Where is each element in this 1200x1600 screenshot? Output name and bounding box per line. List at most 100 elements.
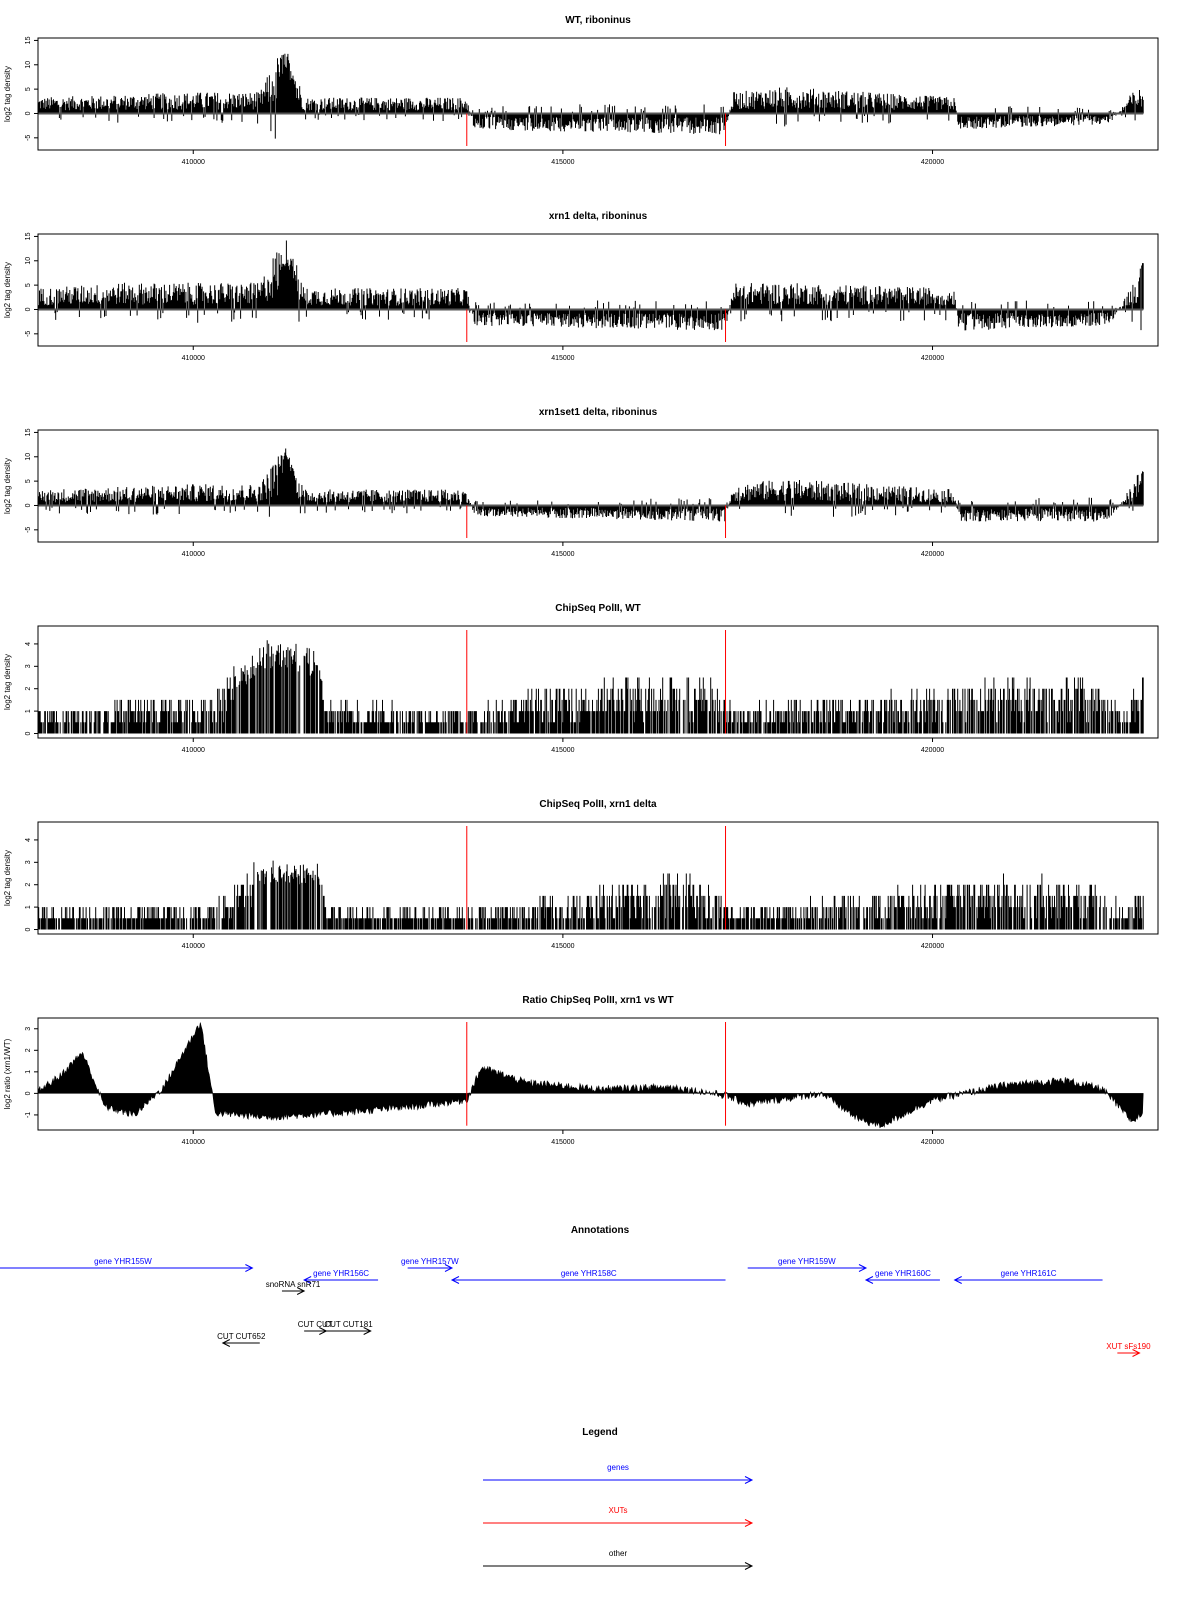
feature-arrow-1: gene YHR155W bbox=[0, 1257, 254, 1272]
data-marks bbox=[37, 640, 1144, 734]
signal-bars bbox=[37, 448, 1144, 522]
feature-label: gene YHR159W bbox=[778, 1257, 836, 1266]
y-axis-label: log2 ratio (xrn1/WT) bbox=[3, 1038, 12, 1109]
plot-frame bbox=[37, 625, 1159, 739]
y-tick-label: 1 bbox=[25, 905, 32, 909]
panel-title: xrn1 delta, riboninus bbox=[549, 211, 648, 222]
ratio-area bbox=[37, 1022, 1144, 1129]
panel-title: Ratio ChipSeq PolII, xrn1 vs WT bbox=[522, 995, 673, 1006]
y-tick-label: 3 bbox=[25, 860, 32, 864]
y-tick-label: 3 bbox=[25, 664, 32, 668]
feature-arrow-8: gene YHR161C bbox=[953, 1269, 1103, 1284]
data-marks bbox=[37, 860, 1144, 930]
x-tick-label: 410000 bbox=[182, 551, 205, 558]
panel-5: ChipSeq PolII, xrn1 delta log2 tag densit… bbox=[3, 799, 1159, 950]
feature-label: CUT CUT181 bbox=[324, 1320, 373, 1329]
y-tick-label: 2 bbox=[25, 1048, 32, 1052]
legend-entry-genes: genes bbox=[483, 1463, 754, 1484]
y-tick-label: 0 bbox=[25, 927, 32, 931]
y-tick-label: 5 bbox=[25, 479, 32, 483]
signal-bars bbox=[37, 860, 1144, 930]
x-tick-label: 415000 bbox=[551, 159, 574, 166]
y-tick-label: -5 bbox=[25, 331, 32, 337]
y-tick-label: 0 bbox=[25, 731, 32, 735]
feature-label: CUT CUT652 bbox=[217, 1332, 266, 1341]
x-tick-label: 420000 bbox=[921, 551, 944, 558]
y-tick-label: 0 bbox=[25, 111, 32, 115]
y-tick-label: 5 bbox=[25, 87, 32, 91]
x-tick-label: 410000 bbox=[182, 943, 205, 950]
x-tick-label: 420000 bbox=[921, 355, 944, 362]
feature-label: gene YHR155W bbox=[94, 1257, 152, 1266]
panel-6: Ratio ChipSeq PolII, xrn1 vs WT log2 rati… bbox=[3, 995, 1159, 1146]
y-tick-label: 15 bbox=[25, 36, 32, 44]
x-tick-label: 415000 bbox=[551, 355, 574, 362]
x-tick-label: 410000 bbox=[182, 159, 205, 166]
feature-label: snoRNA snR71 bbox=[266, 1280, 321, 1289]
y-tick-label: 10 bbox=[25, 453, 32, 461]
feature-arrow-7: gene YHR160C bbox=[864, 1269, 940, 1284]
y-tick-label: 4 bbox=[25, 642, 32, 646]
y-tick-label: 5 bbox=[25, 283, 32, 287]
feature-arrow-12: XUT sFs190 bbox=[1106, 1342, 1151, 1357]
x-tick-label: 420000 bbox=[921, 943, 944, 950]
feature-arrow-5: gene YHR158C bbox=[450, 1269, 726, 1284]
feature-label: CUT CUT bbox=[298, 1320, 333, 1329]
feature-arrow-2: gene YHR156C bbox=[303, 1269, 379, 1284]
y-tick-label: 3 bbox=[25, 1027, 32, 1031]
feature-label: gene YHR156C bbox=[313, 1269, 369, 1278]
x-tick-label: 410000 bbox=[182, 1139, 205, 1146]
legend-label: genes bbox=[607, 1463, 629, 1472]
panel-title: ChipSeq PolII, WT bbox=[555, 603, 641, 614]
panel-1: WT, riboninus log2 tag density -5 0 5 10 15 410… bbox=[3, 15, 1159, 166]
y-tick-label: 15 bbox=[25, 232, 32, 240]
panel-title: xrn1set1 delta, riboninus bbox=[539, 407, 658, 418]
y-tick-label: 1 bbox=[25, 709, 32, 713]
y-axis-label: log2 tag density bbox=[3, 262, 12, 318]
y-tick-label: 4 bbox=[25, 838, 32, 842]
y-axis-label: log2 tag density bbox=[3, 850, 12, 906]
plot-frame bbox=[37, 37, 1159, 151]
annotations-panel: Annotations gene YHR155W gene YHR156C snoRN… bbox=[0, 1225, 1151, 1357]
panel-4: ChipSeq PolII, WT log2 tag density 0 1 2 3 4 41… bbox=[3, 603, 1159, 754]
x-tick-label: 415000 bbox=[551, 943, 574, 950]
y-tick-label: 10 bbox=[25, 61, 32, 69]
feature-label: gene YHR160C bbox=[875, 1269, 931, 1278]
y-tick-label: 2 bbox=[25, 687, 32, 691]
data-marks bbox=[37, 240, 1144, 331]
data-marks bbox=[37, 1022, 1144, 1129]
feature-arrow-4: gene YHR157W bbox=[401, 1257, 459, 1272]
legend-label: other bbox=[609, 1549, 628, 1558]
feature-arrow-3: snoRNA snR71 bbox=[266, 1280, 321, 1295]
x-tick-label: 415000 bbox=[551, 747, 574, 754]
x-tick-label: 415000 bbox=[551, 551, 574, 558]
y-tick-label: 10 bbox=[25, 257, 32, 265]
y-tick-label: 2 bbox=[25, 883, 32, 887]
signal-bars bbox=[37, 640, 1144, 734]
legend-entry-other: other bbox=[483, 1549, 754, 1570]
plot-frame bbox=[37, 233, 1159, 347]
annotations-title: Annotations bbox=[571, 1225, 630, 1236]
panel-title: WT, riboninus bbox=[565, 15, 631, 26]
legend-label: XUTs bbox=[608, 1506, 627, 1515]
x-tick-label: 420000 bbox=[921, 747, 944, 754]
data-marks bbox=[37, 448, 1144, 522]
legend-title: Legend bbox=[582, 1427, 618, 1438]
y-axis-label: log2 tag density bbox=[3, 458, 12, 514]
feature-label: XUT sFs190 bbox=[1106, 1342, 1151, 1351]
feature-label: gene YHR158C bbox=[561, 1269, 617, 1278]
x-tick-label: 410000 bbox=[182, 747, 205, 754]
plot-frame bbox=[37, 429, 1159, 543]
legend-entry-xuts: XUTs bbox=[483, 1506, 754, 1527]
y-tick-label: 1 bbox=[25, 1070, 32, 1074]
plot-frame bbox=[37, 821, 1159, 935]
signal-bars bbox=[37, 240, 1144, 331]
signal-bars bbox=[37, 53, 1144, 139]
x-tick-label: 420000 bbox=[921, 1139, 944, 1146]
legend-panel: Legend genes XUTs other bbox=[483, 1427, 754, 1570]
y-axis-label: log2 tag density bbox=[3, 66, 12, 122]
y-tick-label: 0 bbox=[25, 1091, 32, 1095]
y-tick-label: 0 bbox=[25, 307, 32, 311]
feature-label: gene YHR157W bbox=[401, 1257, 459, 1266]
